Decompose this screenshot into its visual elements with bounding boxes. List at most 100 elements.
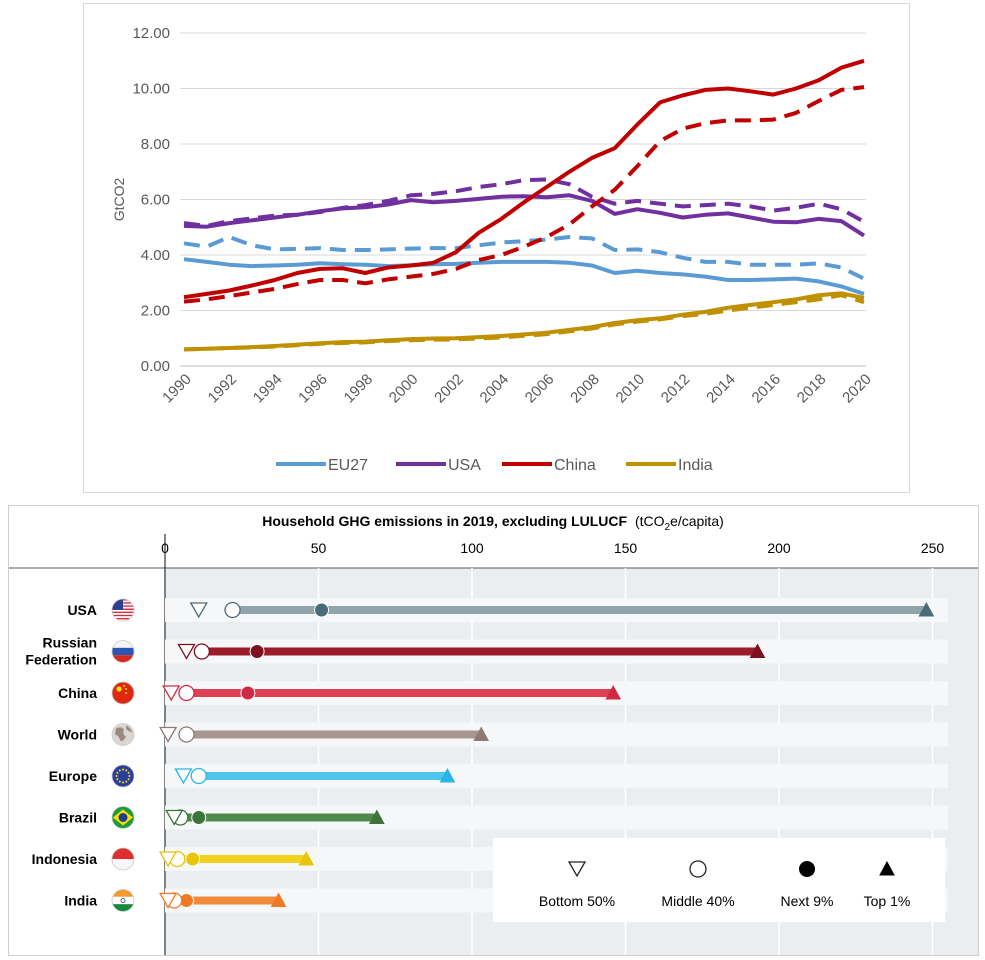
bottom50-marker	[174, 768, 193, 785]
chart-title-unit-subscript: 2	[665, 522, 671, 533]
y-axis-label: GtCO2	[111, 178, 127, 222]
x-tick-label: 2004	[477, 371, 513, 407]
series-line-c00000-dashed	[183, 85, 865, 304]
x-tick-label: 2020	[839, 371, 875, 407]
row-world: World	[58, 723, 490, 746]
row-label: Federation	[25, 652, 97, 668]
x-tick-label: 2000	[386, 371, 422, 407]
y-tick-label: 6.00	[141, 192, 170, 209]
legend-next9-icon	[799, 861, 815, 877]
x-tick-label: 2014	[703, 371, 739, 407]
middle40-marker	[224, 601, 241, 619]
row-label: USA	[67, 602, 97, 618]
legend-label: Bottom 50%	[539, 893, 615, 909]
row-usa: USA	[67, 598, 935, 622]
x-tick-label: 150	[614, 540, 638, 556]
brazil-flag-icon	[112, 806, 134, 829]
legend-top1-icon	[879, 860, 895, 876]
x-tick-label: 2006	[522, 371, 558, 407]
next9-marker	[191, 810, 207, 825]
row-europe: Europe	[49, 764, 456, 788]
row-label: World	[58, 727, 97, 743]
middle40-marker	[190, 767, 207, 785]
x-tick-label: 2018	[794, 371, 830, 407]
chart-title: Household GHG emissions in 2019, excludi…	[262, 513, 724, 533]
row-label: Indonesia	[32, 851, 98, 867]
bottom50-marker	[165, 809, 184, 826]
top1-marker	[298, 850, 315, 866]
legend-middle40-icon	[689, 860, 707, 878]
x-tick-label: 250	[921, 540, 945, 556]
series-line-c00000-solid	[183, 58, 865, 300]
chart-title-unit: (tCO	[635, 513, 665, 529]
x-tick-label: 1998	[341, 371, 377, 407]
middle40-marker	[178, 684, 195, 702]
series-line-7030a0-dashed	[183, 177, 865, 228]
china-flag-icon	[112, 682, 134, 704]
row-china: China	[58, 681, 622, 705]
top1-marker	[918, 601, 935, 617]
row-indonesia: Indonesia	[32, 847, 315, 871]
legend-label: EU27	[328, 457, 368, 474]
row-label: Europe	[49, 768, 97, 784]
x-tick-label: 200	[767, 540, 791, 556]
next9-marker	[240, 685, 256, 701]
legend-label: India	[678, 457, 713, 474]
x-tick-label: 1990	[159, 371, 195, 407]
row-brazil: Brazil	[59, 806, 385, 829]
series-line-bf9000-dashed	[183, 293, 865, 352]
top1-marker	[605, 684, 622, 700]
x-tick-label: 50	[311, 540, 327, 556]
world-globe-icon	[112, 723, 134, 746]
bottom50-marker	[162, 685, 181, 702]
bottom50-marker	[158, 726, 178, 743]
y-tick-label: 12.00	[132, 25, 170, 42]
legend-label: Middle 40%	[661, 893, 734, 909]
middle40-marker	[178, 726, 195, 743]
middle40-marker	[193, 643, 210, 660]
y-tick-label: 0.00	[141, 358, 170, 375]
series-line-5b9bd5-dashed	[183, 235, 865, 281]
household-emissions-chart-panel: Household GHG emissions in 2019, excludi…	[8, 505, 979, 956]
row-label: Brazil	[59, 810, 97, 826]
next9-marker	[314, 602, 330, 618]
bottom50-marker	[177, 643, 196, 660]
legend-label: China	[554, 457, 596, 474]
x-tick-label: 2012	[658, 371, 694, 407]
legend-bottom50-icon	[567, 861, 587, 878]
next9-marker	[249, 644, 265, 659]
eu-flag-icon	[112, 765, 134, 787]
bottom50-marker	[189, 602, 208, 619]
emissions-line-chart-panel: 0.00 2.00 4.00 6.00 8.00 10.00 12.00 1990 1992 1…	[83, 3, 910, 493]
series-line-5b9bd5-solid	[183, 257, 865, 296]
x-tick-label: 1994	[250, 371, 286, 407]
row-label: China	[58, 685, 97, 701]
india-flag-icon	[112, 889, 134, 912]
legend-box	[493, 838, 945, 922]
top1-marker	[749, 643, 766, 658]
x-tick-label: 100	[460, 540, 484, 556]
usa-flag-icon	[112, 599, 134, 621]
x-tick-label: 2016	[749, 371, 785, 407]
legend-label: Next 9%	[781, 893, 834, 909]
next9-marker	[185, 851, 201, 867]
row-label: India	[64, 893, 97, 909]
bottom50-marker	[158, 851, 178, 868]
legend-label: Top 1%	[864, 893, 911, 909]
top1-marker	[270, 892, 287, 907]
top1-marker	[473, 726, 490, 741]
legend-label: USA	[448, 457, 481, 474]
y-tick-label: 8.00	[141, 136, 170, 153]
row-india: India	[64, 889, 287, 912]
x-tick-label: 0	[161, 540, 169, 556]
bottom50-marker	[158, 892, 178, 909]
y-tick-label: 4.00	[141, 247, 170, 264]
y-tick-label: 2.00	[141, 303, 170, 320]
x-tick-label: 2008	[567, 371, 603, 407]
chart-title-unit-end: e/capita)	[670, 513, 724, 529]
series-line-bf9000-solid	[183, 291, 865, 352]
x-tick-label: 2002	[431, 371, 467, 407]
indonesia-flag-icon	[112, 848, 134, 870]
